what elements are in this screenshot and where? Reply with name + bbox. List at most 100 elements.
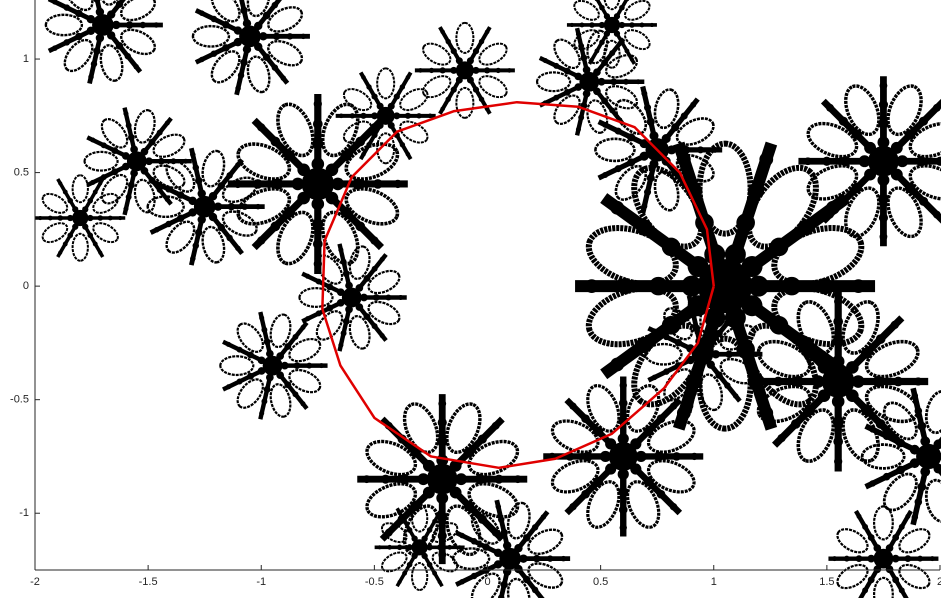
fractal-bud bbox=[610, 357, 625, 372]
fractal-bud bbox=[257, 236, 266, 245]
fractal-bud bbox=[47, 215, 53, 221]
fractal-bud bbox=[867, 554, 876, 563]
fractal-loop bbox=[315, 310, 344, 341]
fractal-bud bbox=[176, 214, 185, 222]
y-tick-label: 0.5 bbox=[14, 166, 29, 178]
fractal-loop bbox=[210, 50, 241, 84]
fractal-bud bbox=[459, 579, 465, 585]
fractal-bud bbox=[618, 21, 626, 29]
fractal-bud bbox=[385, 294, 392, 301]
fractal-bud bbox=[88, 74, 94, 80]
fractal-bud bbox=[377, 545, 382, 550]
fractal-bud bbox=[474, 473, 486, 485]
fractal-bud bbox=[240, 6, 248, 15]
fractal-bud bbox=[121, 162, 130, 171]
fractal-bud bbox=[651, 328, 658, 334]
fractal-bud bbox=[325, 191, 339, 205]
fractal-loop bbox=[625, 480, 661, 529]
fractal-bud bbox=[747, 275, 769, 297]
fractal-bud bbox=[361, 75, 366, 80]
fractal-bud bbox=[235, 85, 241, 92]
fractal-bud bbox=[192, 164, 200, 171]
fractal-bud bbox=[674, 338, 683, 347]
fractal-bud bbox=[153, 180, 160, 187]
fractal-bud bbox=[500, 580, 508, 589]
fractal-bud bbox=[300, 324, 306, 330]
y-tick-label: -0.5 bbox=[10, 394, 29, 406]
fractal-bud bbox=[909, 444, 920, 455]
fractal-bud bbox=[139, 21, 147, 29]
fractal-bud bbox=[345, 305, 353, 314]
fractal-bud bbox=[208, 212, 218, 222]
fractal-bud bbox=[890, 320, 899, 330]
fractal-bud bbox=[284, 381, 292, 389]
fractal-bud bbox=[614, 127, 622, 135]
fractal-loop bbox=[841, 300, 880, 355]
fractal-bud bbox=[817, 361, 831, 374]
fractal-bud bbox=[933, 463, 941, 474]
fractal-bud bbox=[265, 373, 274, 382]
fractal-bud bbox=[478, 96, 485, 102]
fractal-loop bbox=[898, 528, 931, 554]
fractal-loop bbox=[586, 29, 609, 65]
fractal-bud bbox=[732, 393, 739, 399]
fractal-bud bbox=[669, 402, 678, 410]
fractal-bud bbox=[437, 510, 442, 515]
fractal-bud bbox=[856, 513, 862, 519]
fractal-bud bbox=[432, 518, 438, 524]
fractal-loop bbox=[646, 459, 696, 494]
fractal-loop bbox=[872, 505, 894, 541]
fractal-loop bbox=[342, 120, 373, 144]
fractal-bud bbox=[52, 0, 58, 5]
fractal-bud bbox=[428, 67, 435, 74]
fractal-bud bbox=[581, 489, 590, 499]
fractal-bud bbox=[297, 163, 310, 177]
fractal-bud bbox=[371, 323, 378, 330]
fractal-bud bbox=[455, 473, 468, 486]
fractal-bud bbox=[271, 1, 279, 9]
fractal-bud bbox=[393, 112, 401, 120]
fractal-bud bbox=[704, 307, 726, 329]
fractal-bud bbox=[312, 218, 324, 230]
fractal-bud bbox=[732, 309, 739, 316]
fractal-bud bbox=[594, 0, 600, 2]
fractal-bud bbox=[457, 545, 462, 550]
fractal-bud bbox=[276, 352, 285, 360]
fractal-bud bbox=[340, 258, 347, 265]
fractal-bud bbox=[242, 45, 252, 54]
fractal-bud bbox=[917, 482, 927, 492]
fractal-bud bbox=[62, 189, 68, 195]
x-tick-label: -1 bbox=[256, 576, 266, 588]
fractal-bud bbox=[305, 316, 311, 322]
fractal-bud bbox=[833, 436, 844, 447]
fractal-bud bbox=[477, 514, 487, 524]
fractal-bud bbox=[445, 38, 451, 45]
fractal-loop bbox=[663, 307, 694, 341]
fractal-bud bbox=[546, 555, 554, 562]
fractal-bud bbox=[777, 320, 786, 330]
fractal-bud bbox=[259, 32, 268, 41]
fractal-bud bbox=[58, 250, 63, 255]
fractal-bud bbox=[233, 37, 243, 47]
fractal-bud bbox=[724, 382, 731, 389]
fractal-loop bbox=[380, 551, 408, 573]
fractal-bud bbox=[867, 576, 875, 584]
fractal-bud bbox=[649, 159, 659, 169]
fractal-loop bbox=[872, 576, 894, 598]
fractal-bud bbox=[292, 333, 299, 340]
fractal-loop bbox=[92, 222, 119, 244]
fractal-bud bbox=[682, 145, 691, 154]
fractal-bud bbox=[376, 121, 384, 129]
fractal-bud bbox=[739, 351, 746, 358]
fractal-loop bbox=[219, 355, 255, 377]
fractal-loop bbox=[431, 522, 459, 544]
fractal-loop bbox=[860, 443, 906, 470]
fractal-bud bbox=[619, 523, 627, 532]
fractal-bud bbox=[449, 459, 462, 472]
fractal-bud bbox=[878, 118, 889, 129]
fractal-bud bbox=[890, 168, 903, 181]
fractal-bud bbox=[531, 586, 539, 594]
fractal-bud bbox=[641, 203, 648, 210]
fractal-bud bbox=[605, 438, 617, 450]
fractal-bud bbox=[690, 312, 697, 319]
